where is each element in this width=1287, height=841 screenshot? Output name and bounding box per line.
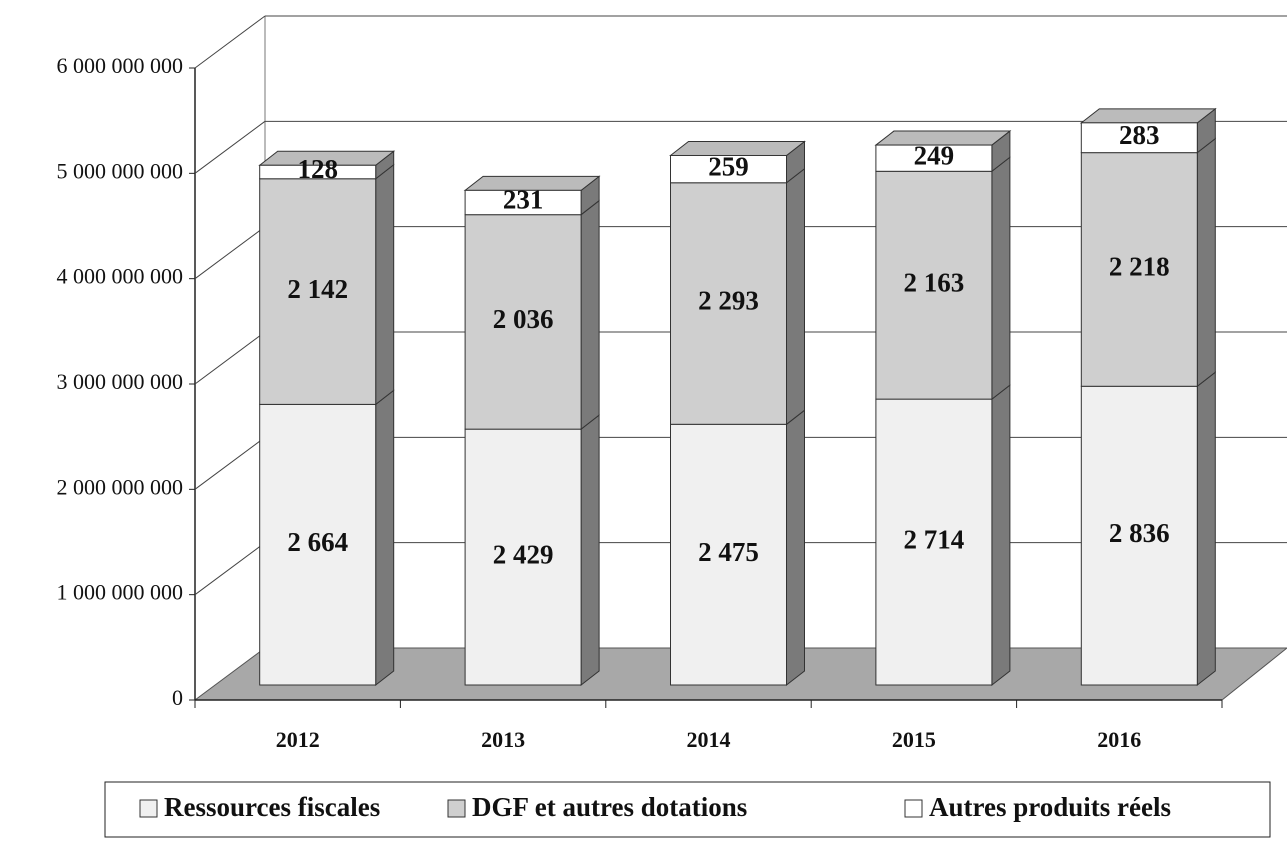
bar-side	[991, 384, 1011, 687]
bar	[464, 189, 582, 216]
bar-side	[786, 409, 805, 687]
grid-line-diagonal	[194, 542, 266, 596]
data-label: 259	[708, 151, 749, 181]
y-tick-label: 5 000 000 000	[57, 158, 184, 183]
data-label: 2 475	[698, 537, 759, 567]
x-tick-label: 2014	[687, 727, 731, 752]
data-label: 231	[503, 185, 544, 215]
bar	[670, 154, 787, 184]
x-tick-label: 2013	[481, 727, 525, 752]
bar-side	[1196, 137, 1216, 388]
x-tick-label: 2016	[1097, 727, 1141, 752]
bar-side	[991, 156, 1011, 401]
bar	[875, 398, 993, 686]
grid-line-diagonal	[194, 436, 266, 490]
y-tick-label: 0	[172, 685, 183, 710]
data-label: 2 142	[287, 274, 348, 304]
grid-line-diagonal	[194, 226, 266, 280]
data-label: 2 714	[904, 524, 965, 554]
legend-label: Autres produits réels	[929, 792, 1171, 822]
bar	[259, 403, 377, 686]
data-label: 2 163	[904, 267, 965, 297]
legend-label: DGF et autres dotations	[472, 792, 747, 822]
bar	[875, 144, 993, 172]
y-tick-label: 2 000 000 000	[57, 474, 184, 499]
bar	[1080, 152, 1198, 387]
bar	[259, 164, 377, 180]
data-label: 283	[1119, 120, 1160, 150]
bar	[670, 423, 787, 686]
bar	[875, 170, 993, 400]
bar-side	[1196, 371, 1216, 687]
bar	[464, 428, 582, 686]
data-label: 2 036	[493, 304, 554, 334]
data-label: 128	[297, 154, 338, 184]
x-tick-label: 2012	[276, 727, 320, 752]
bar-side	[375, 163, 395, 406]
bar	[464, 214, 582, 430]
legend-swatch	[447, 799, 466, 818]
y-tick-label: 6 000 000 000	[57, 53, 184, 78]
data-label: 2 293	[698, 286, 759, 316]
bar-side	[786, 167, 805, 426]
grid-line-diagonal	[194, 120, 266, 174]
legend-swatch	[904, 799, 923, 818]
data-label: 249	[914, 140, 955, 170]
legend	[104, 781, 1271, 838]
data-label: 2 429	[493, 539, 554, 569]
y-tick-label: 4 000 000 000	[57, 264, 184, 289]
data-label: 2 218	[1109, 252, 1170, 282]
bar-side	[580, 199, 600, 431]
grid-line-diagonal	[194, 331, 266, 385]
bar-side	[580, 414, 600, 687]
data-label: 2 836	[1109, 518, 1170, 548]
legend-label: Ressources fiscales	[164, 792, 380, 822]
bar	[1080, 122, 1198, 154]
bar-side	[375, 389, 395, 687]
grid-line-diagonal	[194, 15, 266, 69]
y-tick-label: 1 000 000 000	[57, 580, 184, 605]
bar	[1080, 385, 1198, 686]
y-tick-label: 3 000 000 000	[57, 369, 184, 394]
x-tick-label: 2015	[892, 727, 936, 752]
data-label: 2 664	[287, 527, 348, 557]
legend-swatch	[139, 799, 158, 818]
bar	[670, 182, 787, 425]
